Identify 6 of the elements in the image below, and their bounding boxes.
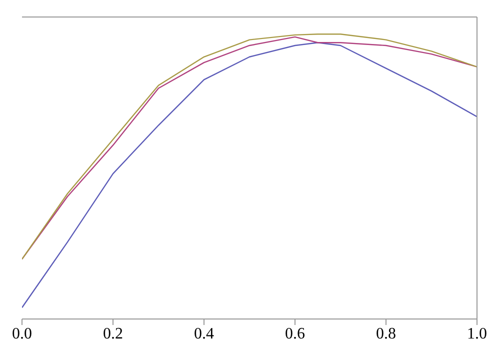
- x-tick-label: 0.4: [194, 325, 214, 342]
- x-tick-label: 1.0: [467, 325, 487, 342]
- x-tick-label: 0.0: [12, 325, 32, 342]
- x-tick-label: 0.6: [285, 325, 305, 342]
- x-tick-label: 0.2: [103, 325, 123, 342]
- x-tick-label: 0.8: [376, 325, 396, 342]
